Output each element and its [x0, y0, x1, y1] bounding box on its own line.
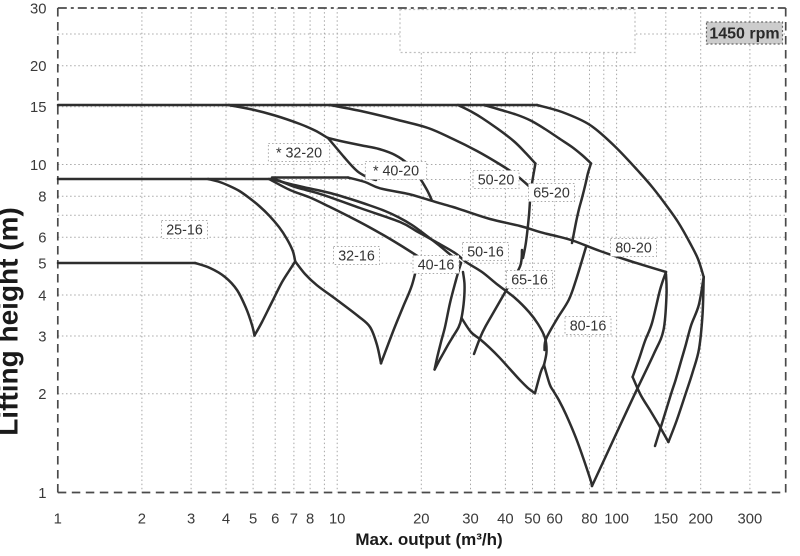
svg-text:* 40-20: * 40-20: [373, 164, 419, 180]
svg-text:2: 2: [138, 512, 146, 528]
svg-text:100: 100: [604, 512, 629, 528]
svg-text:80: 80: [581, 512, 597, 528]
svg-text:32-16: 32-16: [338, 249, 375, 265]
svg-text:10: 10: [329, 512, 345, 528]
svg-text:1: 1: [54, 512, 62, 528]
svg-text:7: 7: [290, 512, 298, 528]
svg-text:2: 2: [38, 387, 46, 403]
svg-text:60: 60: [546, 512, 562, 528]
svg-text:80-16: 80-16: [570, 319, 607, 335]
svg-text:10: 10: [30, 158, 46, 174]
svg-text:4: 4: [222, 512, 230, 528]
svg-text:20: 20: [413, 512, 429, 528]
svg-text:3: 3: [38, 329, 46, 345]
svg-text:65-20: 65-20: [533, 186, 570, 202]
svg-text:1: 1: [38, 486, 46, 502]
svg-text:8: 8: [306, 512, 314, 528]
svg-text:1450 rpm: 1450 rpm: [709, 26, 779, 43]
svg-text:65-16: 65-16: [511, 273, 548, 289]
svg-text:5: 5: [38, 257, 46, 273]
svg-text:6: 6: [271, 512, 279, 528]
svg-text:200: 200: [688, 512, 713, 528]
svg-text:80-20: 80-20: [615, 241, 652, 257]
svg-text:50: 50: [524, 512, 540, 528]
svg-text:30: 30: [30, 1, 46, 17]
svg-text:20: 20: [30, 59, 46, 75]
svg-text:40-16: 40-16: [418, 258, 455, 274]
svg-text:3: 3: [187, 512, 195, 528]
svg-text:40: 40: [497, 512, 513, 528]
svg-text:* 32-20: * 32-20: [276, 146, 322, 162]
svg-text:50-16: 50-16: [467, 245, 504, 261]
svg-text:Max. output (m³/h): Max. output (m³/h): [355, 530, 502, 549]
svg-text:30: 30: [462, 512, 478, 528]
svg-text:25-16: 25-16: [166, 223, 203, 239]
svg-text:6: 6: [38, 231, 46, 247]
svg-text:150: 150: [653, 512, 678, 528]
svg-text:15: 15: [30, 100, 46, 116]
svg-text:50-20: 50-20: [478, 173, 515, 189]
svg-text:5: 5: [249, 512, 257, 528]
svg-text:4: 4: [38, 288, 46, 304]
svg-text:300: 300: [738, 512, 763, 528]
svg-text:8: 8: [38, 190, 46, 206]
svg-text:Lifting height (m): Lifting height (m): [0, 207, 24, 436]
